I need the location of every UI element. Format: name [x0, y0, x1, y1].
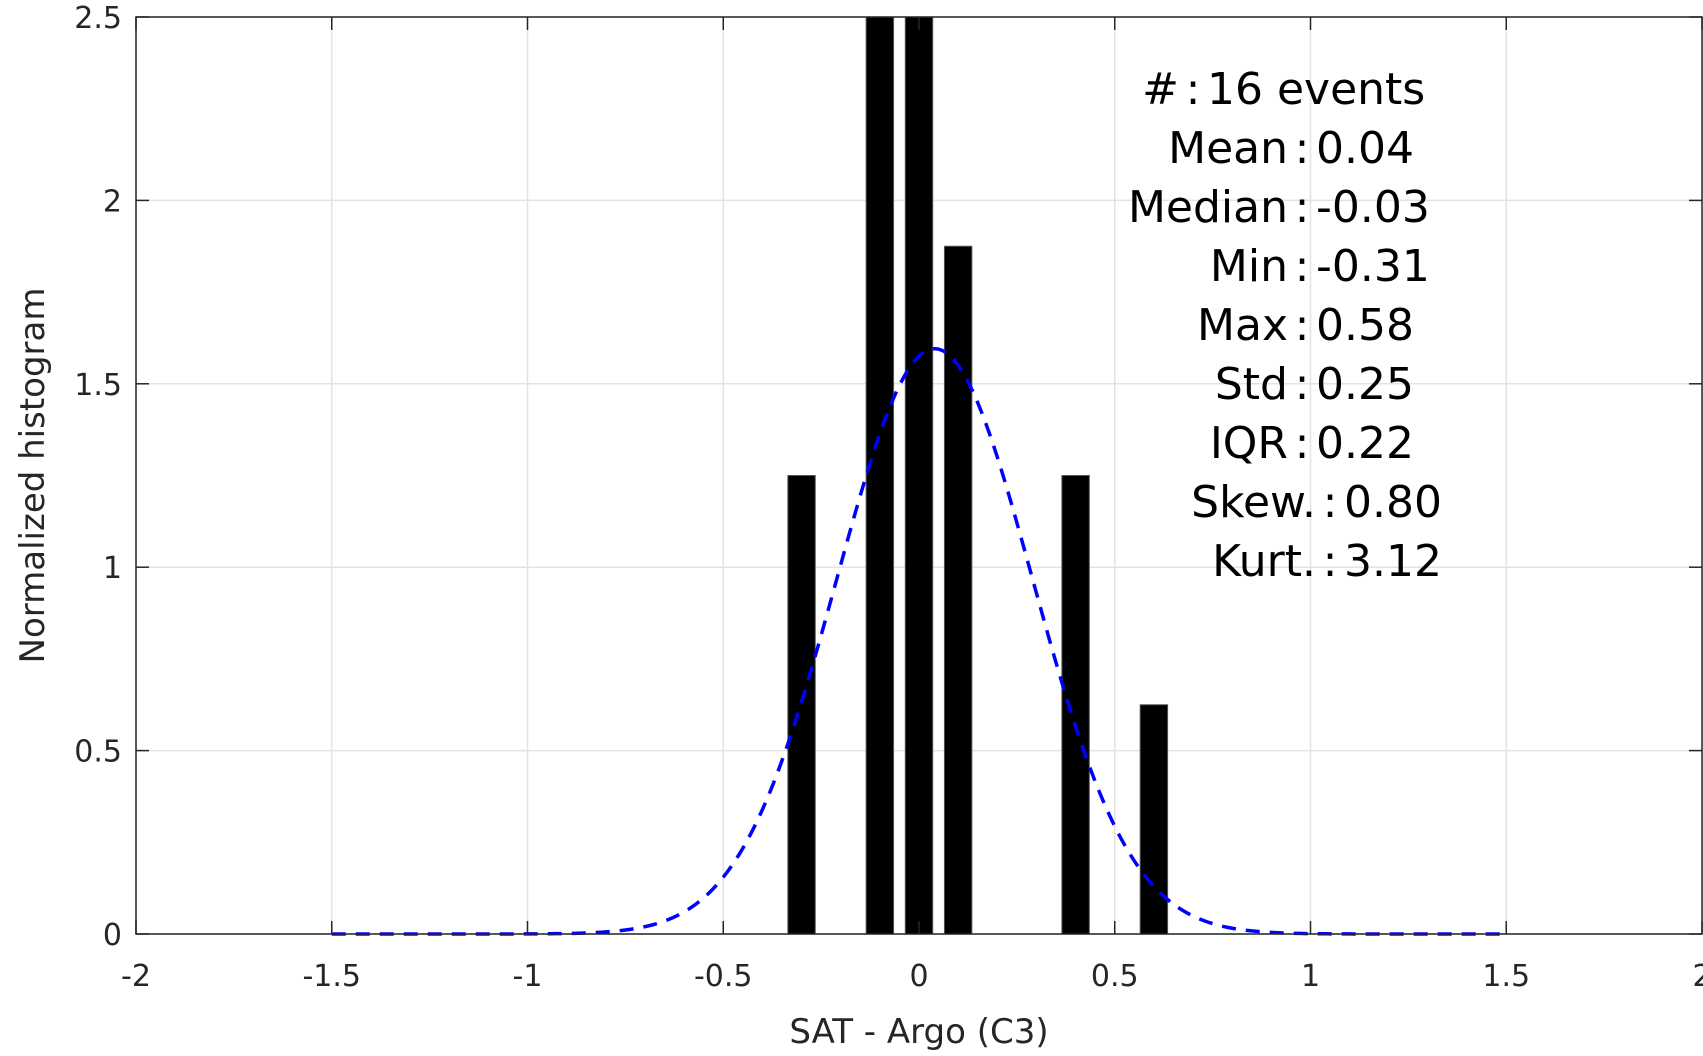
stat-separator: :: [1186, 64, 1201, 115]
stat-value: 0.80: [1344, 477, 1442, 528]
y-tick-label: 0.5: [74, 735, 122, 770]
stat-separator: :: [1323, 536, 1338, 587]
x-tick-label: -0.5: [694, 959, 753, 994]
tick-marks: [135, 16, 1703, 935]
bars: [787, 16, 1169, 935]
stat-separator: :: [1295, 359, 1310, 410]
histogram-bar: [865, 16, 895, 935]
stat-key: Skew.: [1191, 477, 1316, 528]
stat-separator: :: [1295, 182, 1310, 233]
stat-separator: :: [1295, 241, 1310, 292]
x-tick-label: 1.5: [1482, 959, 1530, 994]
y-tick-label: 2.5: [74, 1, 122, 36]
stat-key: Std: [1215, 359, 1288, 410]
stat-separator: :: [1295, 123, 1310, 174]
x-axis-label: SAT - Argo (C3): [789, 1012, 1048, 1052]
x-tick-label: 0.5: [1091, 959, 1139, 994]
x-tick-label: -1: [513, 959, 543, 994]
y-tick-label: 1.5: [74, 368, 122, 403]
stat-key: Min: [1210, 241, 1288, 292]
x-tick-label: -2: [121, 959, 151, 994]
stat-value: -0.31: [1316, 241, 1430, 292]
stat-separator: :: [1295, 418, 1310, 469]
stat-value: 0.58: [1316, 300, 1414, 351]
stat-key: Kurt.: [1212, 536, 1316, 587]
histogram-bar: [1139, 704, 1169, 935]
y-axis-label: Normalized histogram: [13, 288, 53, 664]
x-tick-label: 0: [909, 959, 928, 994]
stat-separator: :: [1295, 300, 1310, 351]
x-tick-label: 1: [1301, 959, 1320, 994]
histogram-bar: [904, 16, 934, 935]
histogram-bar: [787, 475, 816, 935]
stat-key: Mean: [1168, 123, 1288, 174]
stat-value: 0.22: [1316, 418, 1414, 469]
histogram-bar: [1061, 475, 1090, 935]
x-tick-labels: -2 -1.5 -1 -0.5 0 0.5 1 1.5 2: [121, 959, 1703, 994]
stat-key: Max: [1197, 300, 1288, 351]
stat-separator: :: [1323, 477, 1338, 528]
stat-key: IQR: [1210, 418, 1288, 469]
stat-value: 16 events: [1207, 64, 1425, 115]
histogram-bar: [943, 245, 973, 935]
stat-value: 0.04: [1316, 123, 1414, 174]
stat-value: -0.03: [1316, 182, 1430, 233]
y-tick-label: 1: [103, 551, 122, 586]
stat-key: Median: [1128, 182, 1288, 233]
y-tick-label: 2: [103, 184, 122, 219]
x-tick-label: -1.5: [302, 959, 361, 994]
stat-value: 0.25: [1316, 359, 1414, 410]
y-tick-label: 0: [103, 918, 122, 953]
stat-value: 3.12: [1344, 536, 1442, 587]
x-tick-label: 2: [1692, 959, 1703, 994]
stat-key: #: [1142, 64, 1179, 115]
y-tick-labels: 0 0.5 1 1.5 2 2.5: [74, 1, 122, 953]
